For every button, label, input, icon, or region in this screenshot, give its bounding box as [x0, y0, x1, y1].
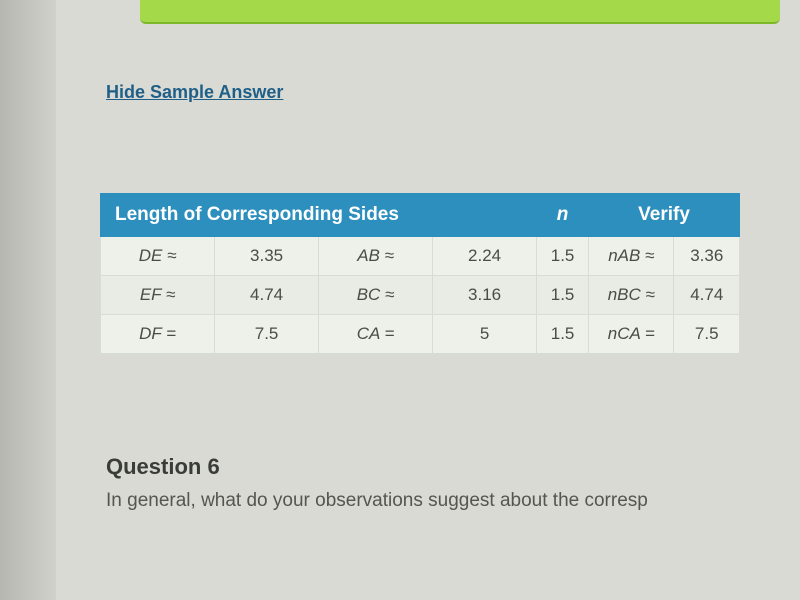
- cell-val1: 4.74: [215, 276, 319, 315]
- hide-sample-answer-link[interactable]: Hide Sample Answer: [106, 82, 283, 103]
- cell-seg1: DE ≈: [101, 237, 215, 276]
- table-row: EF ≈ 4.74 BC ≈ 3.16 1.5 nBC ≈ 4.74: [101, 276, 740, 315]
- col-n-label: n: [557, 204, 569, 225]
- table-row: DE ≈ 3.35 AB ≈ 2.24 1.5 nAB ≈ 3.36: [101, 237, 740, 276]
- cell-seg2: AB ≈: [318, 237, 432, 276]
- cell-val1: 7.5: [215, 315, 319, 354]
- cell-seg1: EF ≈: [101, 276, 215, 315]
- question-title: Question 6: [106, 454, 800, 480]
- cell-vval: 7.5: [674, 315, 740, 354]
- cell-vlabel: nBC ≈: [589, 276, 674, 315]
- cell-val2: 5: [433, 315, 537, 354]
- cell-n: 1.5: [537, 315, 589, 354]
- col-n: n: [537, 194, 589, 237]
- success-banner: [140, 0, 780, 24]
- col-length: Length of Corresponding Sides: [101, 194, 537, 237]
- table-header-row: Length of Corresponding Sides n Verify: [101, 194, 740, 237]
- table-row: DF = 7.5 CA = 5 1.5 nCA = 7.5: [101, 315, 740, 354]
- cell-n: 1.5: [537, 237, 589, 276]
- cell-vval: 3.36: [674, 237, 740, 276]
- question-block: Question 6 In general, what do your obse…: [106, 454, 800, 512]
- cell-n: 1.5: [537, 276, 589, 315]
- cell-vval: 4.74: [674, 276, 740, 315]
- cell-seg1: DF =: [101, 315, 215, 354]
- corresponding-sides-table: Length of Corresponding Sides n Verify D…: [100, 193, 740, 354]
- cell-vlabel: nCA =: [589, 315, 674, 354]
- left-gutter: [0, 0, 56, 600]
- cell-seg2: BC ≈: [318, 276, 432, 315]
- cell-vlabel: nAB ≈: [589, 237, 674, 276]
- cell-val1: 3.35: [215, 237, 319, 276]
- cell-val2: 2.24: [433, 237, 537, 276]
- question-text: In general, what do your observations su…: [106, 490, 800, 512]
- cell-seg2: CA =: [318, 315, 432, 354]
- corresponding-sides-table-wrap: Length of Corresponding Sides n Verify D…: [100, 193, 740, 354]
- col-verify: Verify: [589, 194, 740, 237]
- content-area: Hide Sample Answer Length of Correspondi…: [100, 0, 800, 512]
- cell-val2: 3.16: [433, 276, 537, 315]
